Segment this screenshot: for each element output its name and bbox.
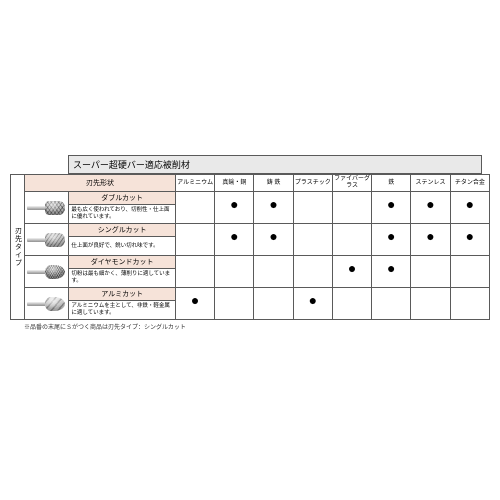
cell-3-0: ● <box>176 288 215 320</box>
cell-1-1: ● <box>215 224 254 256</box>
cell-1-4 <box>332 224 371 256</box>
cell-3-4 <box>332 288 371 320</box>
cell-3-2 <box>254 288 293 320</box>
chart-title: スーパー超硬バー適応被削材 <box>68 155 482 174</box>
cut-desc-2: 切粉は最も細かく、薄削りに適しています。 <box>69 269 176 288</box>
cell-0-0 <box>176 192 215 224</box>
cell-2-7 <box>450 256 489 288</box>
dot-icon: ● <box>387 196 395 212</box>
tool-image-1 <box>25 224 69 256</box>
cell-1-3 <box>293 224 332 256</box>
cell-0-2: ● <box>254 192 293 224</box>
tool-image-3 <box>25 288 69 320</box>
dot-icon: ● <box>191 292 199 308</box>
material-header-2: 鋳 鉄 <box>254 175 293 192</box>
cell-2-1 <box>215 256 254 288</box>
dot-icon: ● <box>466 228 474 244</box>
cut-name-0: ダブルカット <box>69 192 176 205</box>
cell-0-1: ● <box>215 192 254 224</box>
dot-icon: ● <box>230 228 238 244</box>
cut-name-2: ダイヤモンドカット <box>69 256 176 269</box>
compatibility-chart: スーパー超硬バー適応被削材 刃先タイプ刃先形状アルミニウム真鍮・銅鋳 鉄プラスチ… <box>10 155 490 331</box>
shape-header: 刃先形状 <box>25 175 176 192</box>
dot-icon: ● <box>387 260 395 276</box>
cut-desc-1: 仕上面が良好で、鋭い切れ味です。 <box>69 237 176 256</box>
cell-1-0 <box>176 224 215 256</box>
material-header-5: 鉄 <box>372 175 411 192</box>
dot-icon: ● <box>426 228 434 244</box>
cell-3-3: ● <box>293 288 332 320</box>
material-header-4: ファイバーグラス <box>332 175 371 192</box>
tool-image-0 <box>25 192 69 224</box>
cell-3-1 <box>215 288 254 320</box>
cell-0-5: ● <box>372 192 411 224</box>
cell-2-0 <box>176 256 215 288</box>
cell-1-7: ● <box>450 224 489 256</box>
material-header-0: アルミニウム <box>176 175 215 192</box>
cell-2-5: ● <box>372 256 411 288</box>
dot-icon: ● <box>230 196 238 212</box>
dot-icon: ● <box>269 196 277 212</box>
cell-1-6: ● <box>411 224 450 256</box>
cell-2-4: ● <box>332 256 371 288</box>
side-label: 刃先タイプ <box>11 175 25 320</box>
material-header-7: チタン合金 <box>450 175 489 192</box>
dot-icon: ● <box>309 292 317 308</box>
footnote: ※品番の末尾にＳがつく商品は刃先タイプ：シングルカット <box>24 322 490 331</box>
cell-3-7 <box>450 288 489 320</box>
material-header-1: 真鍮・銅 <box>215 175 254 192</box>
cut-desc-0: 最も広く使われており、切削性・仕上面に優れています。 <box>69 205 176 224</box>
dot-icon: ● <box>387 228 395 244</box>
cell-0-4 <box>332 192 371 224</box>
dot-icon: ● <box>348 260 356 276</box>
cell-0-3 <box>293 192 332 224</box>
cell-3-6 <box>411 288 450 320</box>
cell-2-2 <box>254 256 293 288</box>
cell-2-3 <box>293 256 332 288</box>
compatibility-table: 刃先タイプ刃先形状アルミニウム真鍮・銅鋳 鉄プラスチックファイバーグラス鉄ステン… <box>10 174 490 320</box>
cell-1-2: ● <box>254 224 293 256</box>
cell-0-6: ● <box>411 192 450 224</box>
dot-icon: ● <box>466 196 474 212</box>
cut-desc-3: アルミニウムを主として、非鉄・軽金属に適しています。 <box>69 301 176 320</box>
cell-1-5: ● <box>372 224 411 256</box>
cut-name-3: アルミカット <box>69 288 176 301</box>
cell-3-5 <box>372 288 411 320</box>
material-header-6: ステンレス <box>411 175 450 192</box>
tool-image-2 <box>25 256 69 288</box>
dot-icon: ● <box>269 228 277 244</box>
cell-0-7: ● <box>450 192 489 224</box>
dot-icon: ● <box>426 196 434 212</box>
cell-2-6 <box>411 256 450 288</box>
cut-name-1: シングルカット <box>69 224 176 237</box>
material-header-3: プラスチック <box>293 175 332 192</box>
